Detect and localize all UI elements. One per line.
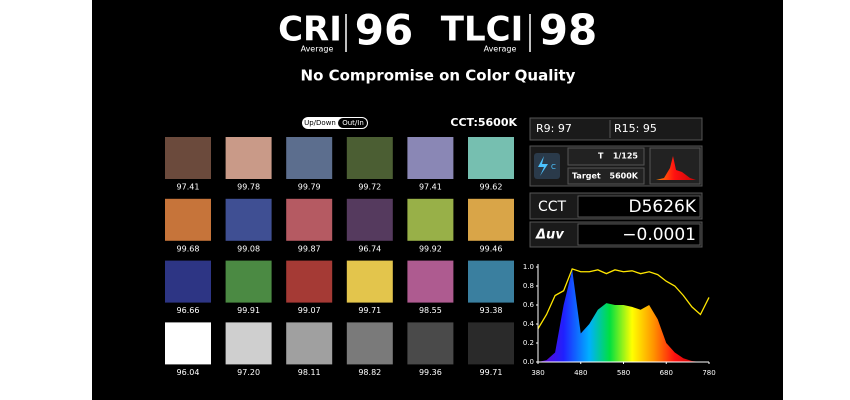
swatch-value: 97.41	[177, 183, 200, 192]
swatch-value: 93.38	[480, 306, 503, 315]
flash-label: C	[551, 163, 556, 171]
x-tick-label: 480	[574, 369, 587, 377]
x-tick-label: 780	[702, 369, 715, 377]
tlci-label: TLCI	[441, 10, 523, 50]
swatch	[286, 260, 333, 303]
swatch	[286, 137, 333, 179]
swatch	[346, 260, 393, 303]
swatch-value: 99.07	[298, 306, 321, 315]
spectrum-area	[538, 269, 709, 362]
swatch-value: 97.41	[419, 183, 442, 192]
swatch	[407, 322, 454, 365]
swatch	[468, 198, 514, 241]
swatch-value: 99.91	[237, 306, 260, 315]
swatch-value: 98.82	[358, 368, 381, 377]
swatch	[286, 322, 333, 365]
swatch	[407, 137, 454, 179]
x-tick-label: 580	[617, 369, 630, 377]
swatch-value: 99.72	[358, 183, 381, 192]
toggle-active	[338, 118, 367, 128]
x-tick-label: 680	[660, 369, 673, 377]
tlci-sub: Average	[484, 45, 517, 54]
flash-icon	[534, 153, 560, 179]
swatch-value: 99.68	[177, 244, 200, 253]
swatch	[225, 260, 272, 303]
tagline: No Compromise on Color Quality	[301, 67, 576, 85]
swatch-value: 98.55	[419, 306, 442, 315]
swatch	[468, 322, 514, 365]
swatch-value: 99.71	[358, 306, 381, 315]
swatch	[468, 137, 514, 179]
swatch	[286, 198, 333, 241]
swatch-value: 96.66	[177, 306, 200, 315]
toggle-option[interactable]: Out/In	[342, 119, 364, 127]
swatch	[468, 260, 514, 303]
swatch-value: 99.36	[419, 368, 442, 377]
swatch	[346, 322, 393, 365]
swatch	[225, 198, 272, 241]
y-tick-label: 0.0	[523, 358, 534, 366]
cct-label: CCT:5600K	[450, 116, 517, 129]
swatch-value: 99.87	[298, 244, 321, 253]
swatch-value: 96.74	[358, 244, 381, 253]
swatch	[165, 137, 211, 179]
swatch-value: 96.04	[177, 368, 200, 377]
swatch	[346, 137, 393, 179]
cri-label: CRI	[278, 10, 342, 50]
cct-value: D5626K	[628, 197, 696, 217]
swatch	[165, 260, 211, 303]
swatch	[165, 198, 211, 241]
tlci-value: 98	[539, 6, 597, 55]
r15: R15: 95	[614, 122, 657, 135]
cri-sub: Average	[301, 45, 334, 54]
swatch	[407, 260, 454, 303]
y-tick-label: 0.2	[523, 339, 534, 347]
target-label: Target	[572, 172, 601, 181]
swatch-value: 99.46	[480, 244, 503, 253]
t-label: T	[598, 152, 604, 161]
swatch	[165, 322, 211, 365]
y-tick-label: 0.8	[523, 282, 534, 290]
swatch-value: 99.62	[480, 183, 503, 192]
reference-line	[537, 268, 710, 330]
cri-value: 96	[355, 6, 413, 55]
toggle-option[interactable]: Up/Down	[304, 119, 336, 127]
cct-name: CCT	[538, 199, 567, 215]
swatch	[346, 198, 393, 241]
swatch-value: 99.78	[237, 183, 260, 192]
swatch	[225, 137, 272, 179]
duv-value: −0.0001	[622, 225, 696, 245]
y-tick-label: 1.0	[523, 263, 534, 271]
swatch-value: 99.08	[237, 244, 260, 253]
swatch-value: 99.71	[480, 368, 503, 377]
t-value: 1/125	[613, 152, 639, 161]
spectrum-icon	[656, 156, 696, 180]
swatch	[225, 322, 272, 365]
target-value: 5600K	[610, 172, 639, 181]
swatch-value: 99.92	[419, 244, 442, 253]
duv-name: Δuv	[535, 228, 564, 243]
swatch-value: 98.11	[298, 368, 321, 377]
x-tick-label: 380	[531, 369, 544, 377]
swatch	[407, 198, 454, 241]
swatch-value: 99.79	[298, 183, 321, 192]
y-tick-label: 0.4	[523, 320, 535, 328]
y-tick-label: 0.6	[523, 301, 535, 309]
swatch-value: 97.20	[237, 368, 260, 377]
r9: R9: 97	[536, 122, 572, 135]
flash-bolt	[538, 156, 548, 176]
